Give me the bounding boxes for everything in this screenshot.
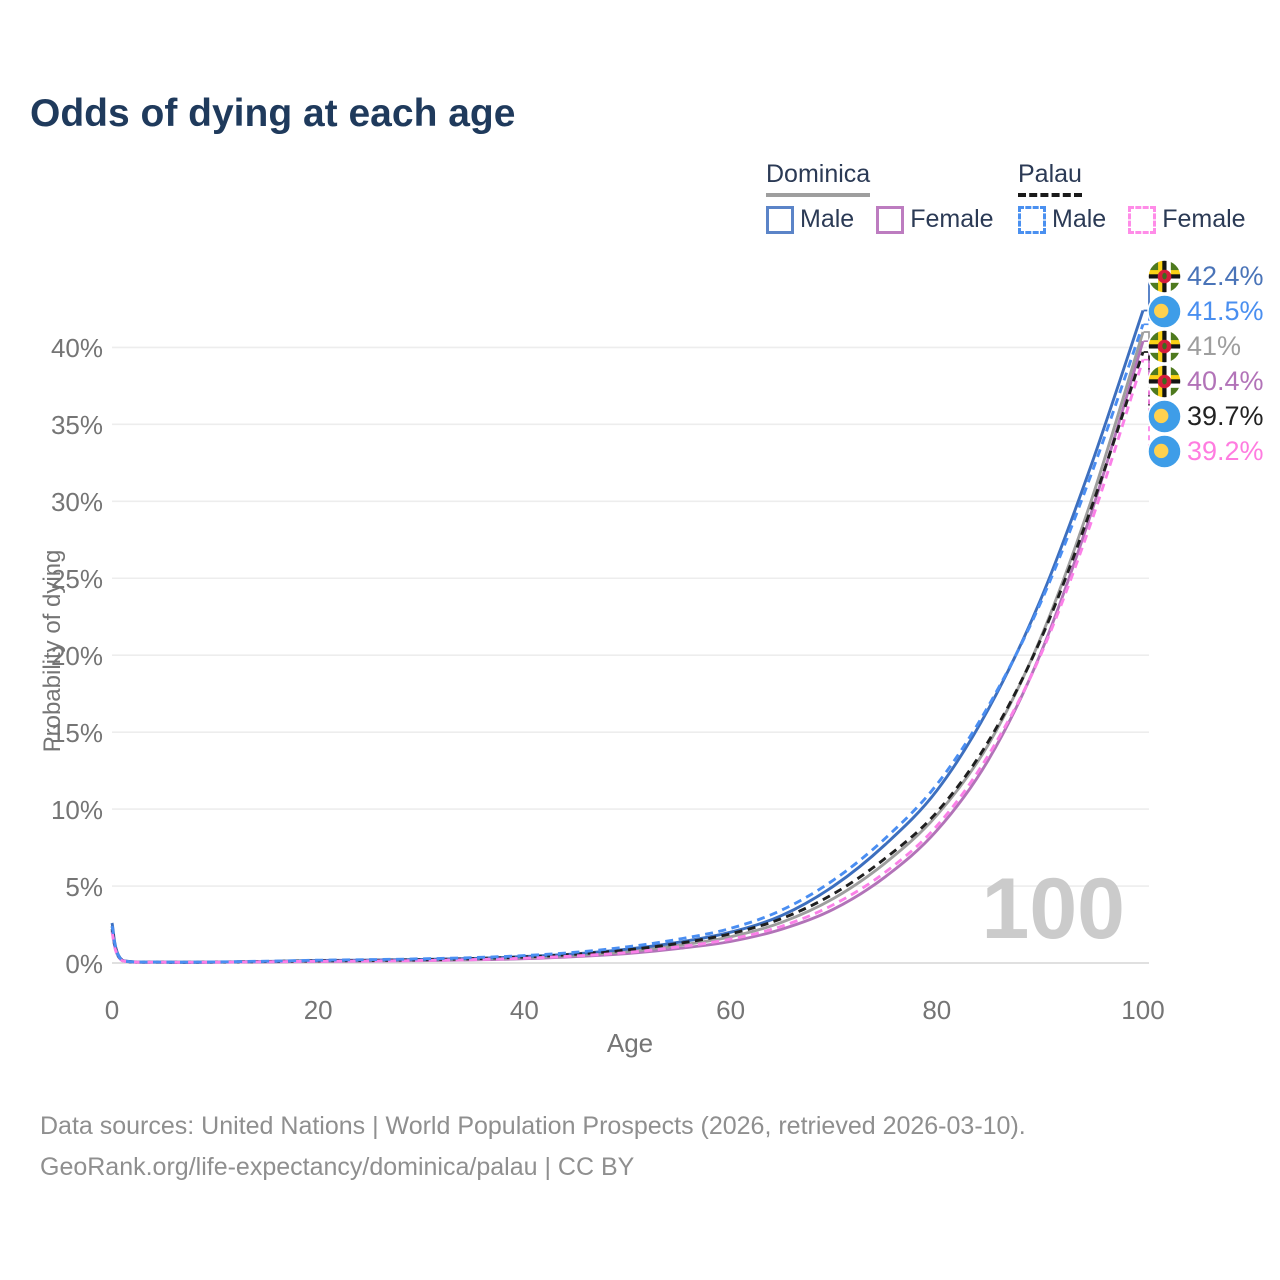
y-axis-title: Probability of dying (39, 549, 66, 753)
x-tick-label: 20 (303, 995, 333, 1025)
legend-items-dominica: Male Female (766, 205, 994, 234)
y-tick-label: 15% (50, 718, 103, 749)
y-tick-label: 10% (50, 795, 103, 826)
end-label-palau_total: 39.7% (1147, 399, 1264, 434)
legend-group-dominica: Dominica Male Female (766, 160, 994, 234)
dominica-male-swatch-icon (766, 205, 794, 234)
end-label-value: 41.5% (1187, 296, 1264, 326)
x-axis-title: Age (606, 1028, 654, 1058)
y-tick-label: 35% (50, 410, 103, 441)
legend-group-palau: Palau Male Female (1018, 160, 1246, 234)
x-tick-label: 60 (716, 995, 746, 1025)
y-tick-label: 0% (65, 949, 103, 979)
end-label-value: 42.4% (1187, 261, 1264, 291)
legend-items-palau: Male Female (1018, 205, 1246, 234)
palau-male-swatch-icon (1018, 205, 1046, 234)
legend-country-palau: Palau (1018, 160, 1082, 197)
end-label-value: 41% (1187, 331, 1242, 361)
y-tick-label: 25% (50, 564, 103, 595)
end-label-dominica_total: 41% (1147, 329, 1264, 364)
legend-item-label: Female (1162, 205, 1246, 233)
x-tick-label: 40 (509, 995, 539, 1025)
dominica-female-swatch-icon (876, 205, 905, 234)
palau-female-swatch-icon (1128, 205, 1157, 234)
dominica-flag-icon (1147, 364, 1182, 399)
palau-flag-icon (1147, 434, 1182, 469)
palau-flag-icon (1147, 294, 1182, 329)
dominica-flag-icon (1147, 259, 1182, 294)
page-title: Odds of dying at each age (30, 92, 516, 135)
y-tick-label: 20% (50, 641, 103, 672)
x-tick-label: 0 (104, 995, 120, 1025)
legend-item-dominica-female[interactable]: Female (876, 205, 994, 234)
footer: Data sources: United Nations | World Pop… (40, 1106, 1026, 1188)
end-label-value: 40.4% (1187, 366, 1264, 396)
series-end-labels: 42.4% 41.5% 41% 40.4% 39.7% 39.2% (1147, 259, 1264, 469)
legend-item-palau-male[interactable]: Male (1018, 205, 1106, 234)
end-label-value: 39.7% (1187, 401, 1264, 431)
y-tick-label: 40% (50, 333, 103, 364)
y-tick-label: 5% (65, 872, 103, 903)
legend-item-palau-female[interactable]: Female (1128, 205, 1246, 234)
end-label-dominica_male: 42.4% (1147, 259, 1264, 294)
footer-data-sources: Data sources: United Nations | World Pop… (40, 1112, 1026, 1140)
footer-attribution: GeoRank.org/life-expectancy/dominica/pal… (40, 1153, 635, 1181)
legend-item-label: Male (1052, 205, 1107, 233)
end-label-dominica_female: 40.4% (1147, 364, 1264, 399)
x-tick-label: 80 (922, 995, 952, 1025)
end-label-palau_male: 41.5% (1147, 294, 1264, 329)
legend-item-dominica-male[interactable]: Male (766, 205, 854, 234)
dominica-flag-icon (1147, 329, 1182, 364)
legend-country-dominica: Dominica (766, 160, 871, 197)
palau-flag-icon (1147, 399, 1182, 434)
age-indicator-watermark: 100 (981, 861, 1126, 957)
legend-item-label: Male (800, 205, 855, 233)
y-tick-label: 30% (50, 487, 103, 518)
legend-item-label: Female (910, 205, 994, 233)
end-label-palau_female: 39.2% (1147, 434, 1264, 469)
x-tick-label: 100 (1121, 995, 1165, 1025)
end-label-value: 39.2% (1187, 436, 1264, 466)
